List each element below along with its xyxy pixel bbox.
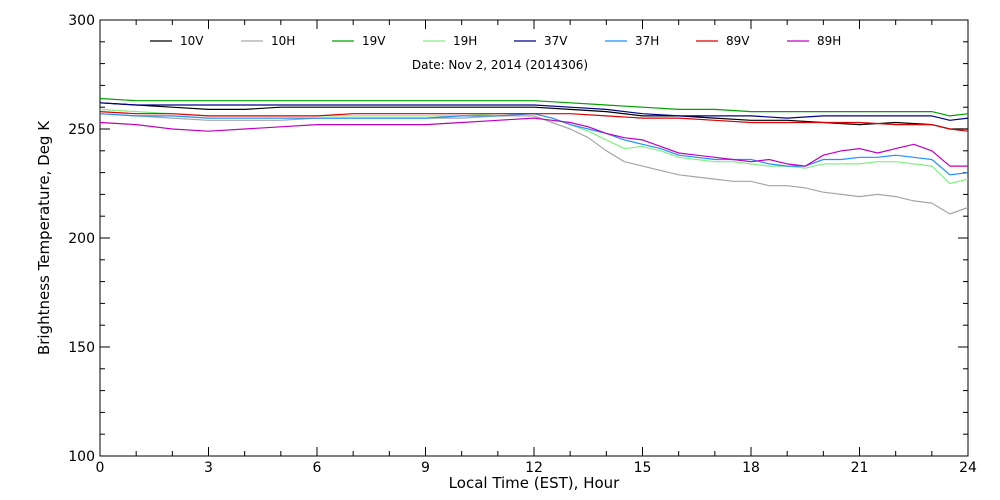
x-tick-label: 12 (525, 460, 543, 476)
axis-tick-labels: 0 3 6 9 12 15 18 21 24 100 150 200 250 300 (68, 13, 977, 476)
x-tick-label: 6 (313, 460, 322, 476)
legend-label-37h: 37H (635, 34, 659, 48)
legend-label-89h: 89H (817, 34, 841, 48)
y-tick-label: 200 (68, 231, 95, 247)
date-label: Date: Nov 2, 2014 (2014306) (412, 58, 588, 72)
series-line-89h (99, 117, 968, 167)
y-tick-label: 300 (68, 13, 95, 29)
legend-label-19h: 19H (453, 34, 477, 48)
series-line-37h (99, 113, 969, 176)
legend-label-89v: 89V (726, 34, 750, 48)
axis-ticks (99, 19, 969, 457)
y-tick-label: 250 (68, 122, 95, 138)
legend-label-10v: 10V (180, 34, 204, 48)
series-line-89v (99, 111, 969, 132)
x-tick-label: 9 (421, 460, 430, 476)
x-tick-label: 18 (742, 460, 760, 476)
x-tick-label: 21 (851, 460, 869, 476)
series-line-10v (99, 102, 968, 130)
plot-frame (99, 19, 969, 457)
legend-label-10h: 10H (271, 34, 295, 48)
x-tick-label: 3 (204, 460, 213, 476)
x-tick-label: 15 (634, 460, 652, 476)
y-axis-title: Brightness Temperature, Deg K (35, 120, 53, 355)
series-line-37v (99, 102, 969, 121)
x-axis-title: Local Time (EST), Hour (449, 474, 620, 492)
y-tick-label: 100 (68, 449, 95, 465)
x-tick-label: 0 (96, 460, 105, 476)
series-line-19v (99, 97, 969, 117)
legend-label-37v: 37V (544, 34, 568, 48)
x-tick-label: 24 (959, 460, 977, 476)
data-series (99, 97, 969, 215)
y-tick-label: 150 (68, 340, 95, 356)
legend-label-19v: 19V (362, 34, 386, 48)
legend: 10V 10H 19V 19H 37V 37H 89V 89H (150, 34, 841, 48)
